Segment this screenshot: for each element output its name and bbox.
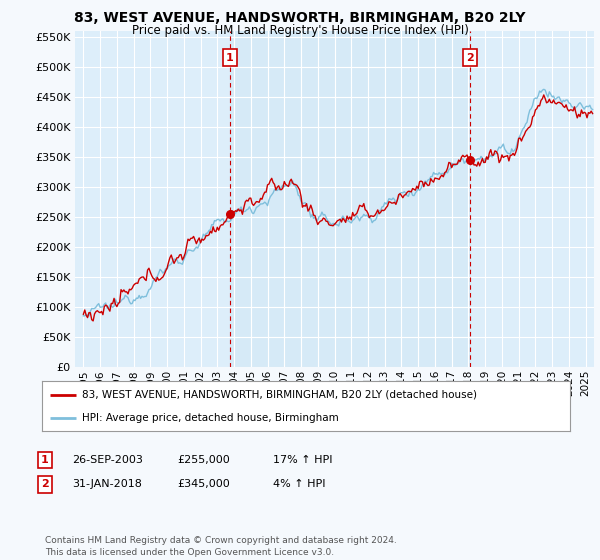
Text: 83, WEST AVENUE, HANDSWORTH, BIRMINGHAM, B20 2LY (detached house): 83, WEST AVENUE, HANDSWORTH, BIRMINGHAM,… [82, 390, 476, 400]
Text: 17% ↑ HPI: 17% ↑ HPI [273, 455, 332, 465]
Text: 4% ↑ HPI: 4% ↑ HPI [273, 479, 325, 489]
Text: Price paid vs. HM Land Registry's House Price Index (HPI): Price paid vs. HM Land Registry's House … [131, 24, 469, 36]
Text: Contains HM Land Registry data © Crown copyright and database right 2024.
This d: Contains HM Land Registry data © Crown c… [45, 536, 397, 557]
Text: £255,000: £255,000 [177, 455, 230, 465]
Text: 26-SEP-2003: 26-SEP-2003 [72, 455, 143, 465]
Text: £345,000: £345,000 [177, 479, 230, 489]
Text: 1: 1 [41, 455, 49, 465]
Text: 31-JAN-2018: 31-JAN-2018 [72, 479, 142, 489]
Bar [230, 31, 470, 367]
Text: 83, WEST AVENUE, HANDSWORTH, BIRMINGHAM, B20 2LY: 83, WEST AVENUE, HANDSWORTH, BIRMINGHAM,… [74, 11, 526, 25]
Text: 2: 2 [466, 53, 474, 63]
Text: 2: 2 [41, 479, 49, 489]
Text: 1: 1 [226, 53, 234, 63]
Text: HPI: Average price, detached house, Birmingham: HPI: Average price, detached house, Birm… [82, 413, 338, 423]
